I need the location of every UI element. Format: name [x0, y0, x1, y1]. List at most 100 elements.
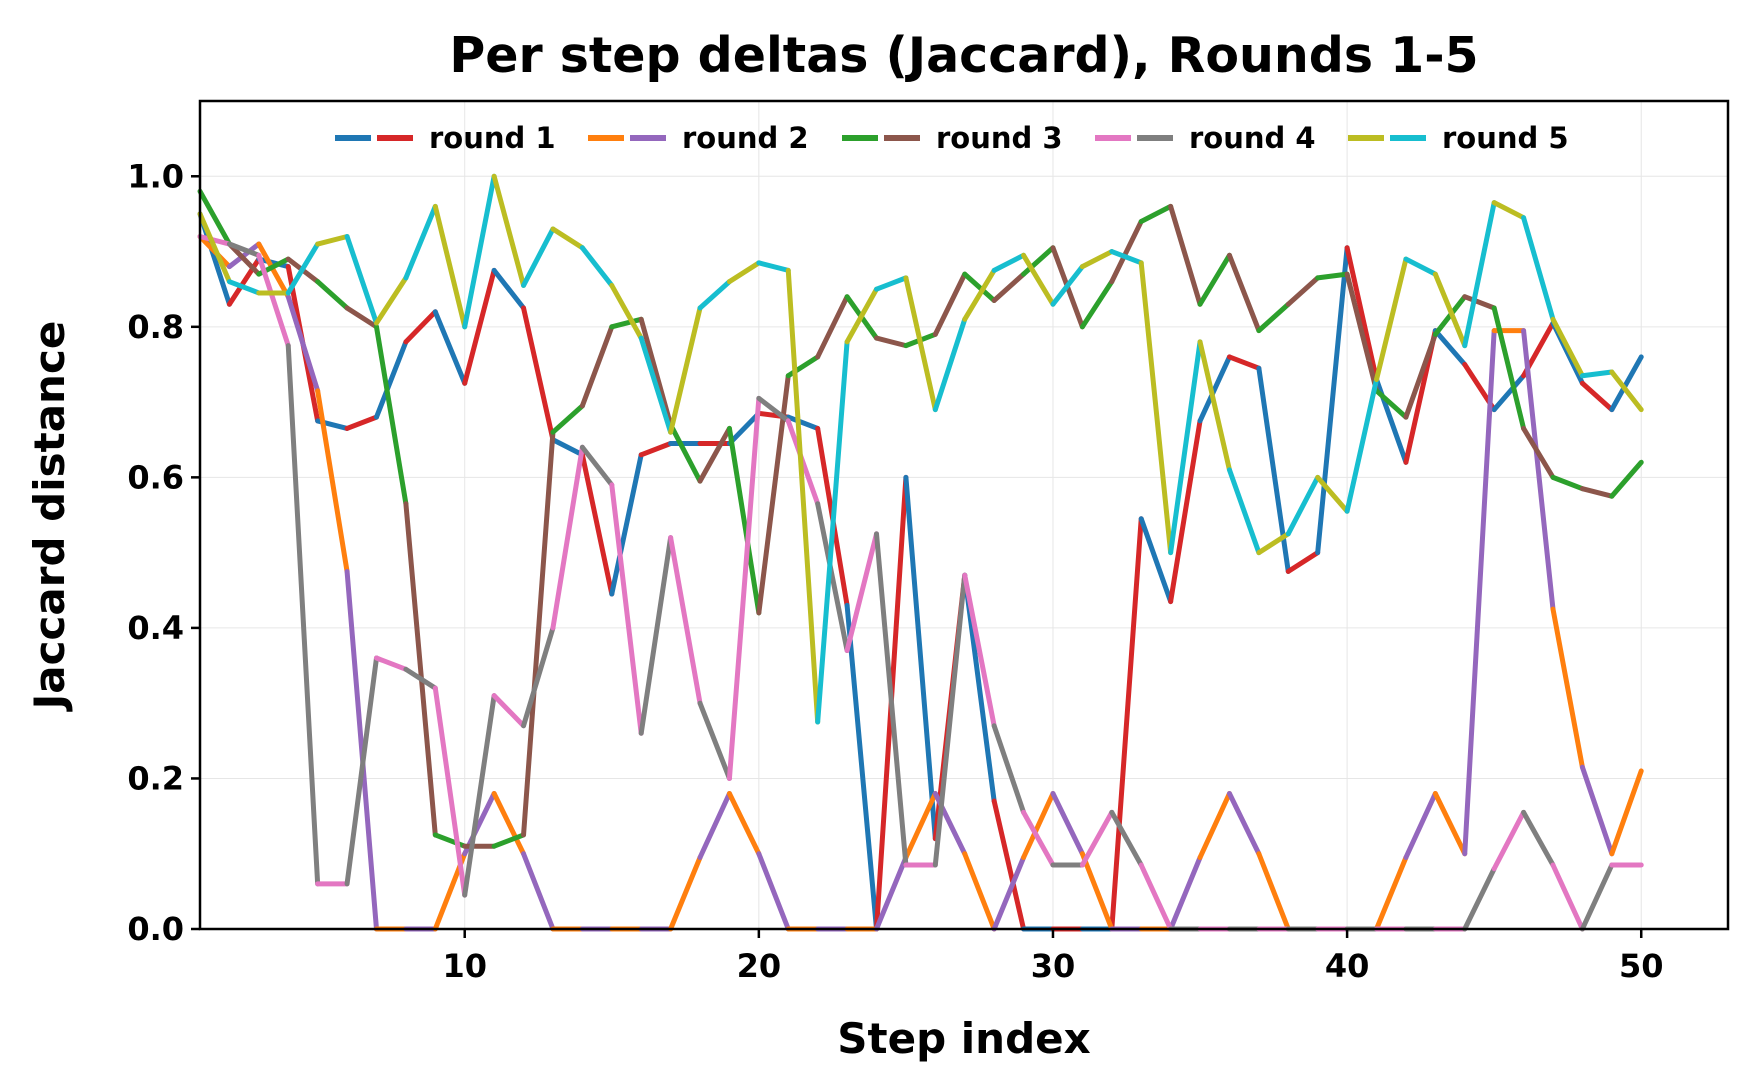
line-segment [1553, 319, 1582, 375]
legend-label: round 1 [429, 121, 556, 155]
line-segment [1553, 865, 1582, 929]
line-segment [1494, 812, 1523, 868]
line-segment [318, 236, 347, 244]
line-segment [553, 406, 582, 432]
line-segment [1082, 812, 1111, 865]
legend-item: round 1 [335, 121, 556, 155]
x-tick-label: 20 [737, 947, 782, 985]
line-segment [1112, 519, 1141, 929]
line-segment [347, 571, 376, 929]
line-segment [553, 229, 582, 248]
line-segment [700, 794, 729, 858]
line-segment [465, 696, 494, 895]
line-segment [435, 688, 464, 895]
line-segment [1288, 477, 1317, 533]
legend-item: round 5 [1348, 121, 1569, 155]
line-segment [994, 726, 1023, 813]
line-segment [671, 857, 700, 929]
y-tick-label: 0.0 [127, 910, 184, 948]
line-segment [494, 696, 523, 726]
y-tick-label: 0.6 [127, 458, 184, 496]
line-segment [1171, 206, 1200, 304]
line-segment [1465, 203, 1494, 346]
line-segment [935, 319, 964, 409]
line-segment [494, 176, 523, 285]
line-segment [876, 278, 905, 289]
line-segment [435, 835, 464, 846]
y-tick-label: 0.8 [127, 308, 184, 346]
line-segment [1377, 857, 1406, 929]
x-tick-label: 50 [1619, 947, 1664, 985]
line-segment [1288, 278, 1317, 304]
y-tick-label: 0.2 [127, 759, 184, 797]
y-axis-label: Jaccard distance [25, 321, 74, 713]
legend-label: round 2 [682, 121, 809, 155]
line-segment [288, 297, 317, 391]
line-segment [347, 417, 376, 428]
line-segment [582, 248, 611, 286]
line-segment [729, 263, 758, 282]
line-segment [1024, 794, 1053, 858]
line-segment [318, 282, 347, 308]
line-segment [906, 794, 935, 858]
line-segment [729, 794, 758, 854]
line-segment [524, 432, 553, 835]
line-segment [1612, 771, 1641, 854]
line-segment [759, 854, 788, 929]
line-segment [1141, 865, 1170, 929]
line-segment [1494, 308, 1523, 428]
line-segment [1612, 462, 1641, 496]
line-segment [1229, 255, 1258, 330]
line-segment [288, 244, 317, 293]
line-segment [1465, 869, 1494, 929]
legend-label: round 3 [936, 121, 1063, 155]
line-segment [671, 538, 700, 704]
line-segment [1582, 489, 1611, 497]
line-segment [1524, 812, 1553, 865]
line-segment [524, 308, 553, 440]
line-segment [700, 282, 729, 308]
line-segment [994, 274, 1023, 300]
line-segment [1582, 372, 1611, 376]
line-segment [553, 447, 582, 628]
line-segment [376, 278, 405, 323]
line-segment [1406, 794, 1435, 858]
line-segment [465, 176, 494, 327]
line-segment [318, 391, 347, 572]
line-segment [1200, 255, 1229, 304]
line-segment [1141, 263, 1170, 553]
line-segment [1347, 248, 1376, 380]
y-tick-label: 1.0 [127, 157, 184, 195]
x-tick-label: 30 [1031, 947, 1076, 985]
line-segment [1465, 297, 1494, 308]
line-segment [1229, 470, 1258, 553]
line-segment [1171, 857, 1200, 929]
line-segment [406, 206, 435, 278]
line-segment [1082, 854, 1111, 929]
line-segment [1229, 794, 1258, 854]
series-lines [200, 176, 1641, 929]
line-segment [1082, 252, 1111, 267]
line-segment [1553, 477, 1582, 488]
line-segment [965, 854, 994, 929]
legend: round 1 round 2 round 3 round 4 round 5 [335, 121, 1569, 155]
line-segment [641, 443, 670, 454]
line-segment [1582, 865, 1611, 929]
line-segment [1347, 274, 1376, 391]
line-segment [1053, 794, 1082, 854]
line-segment [700, 703, 729, 778]
line-segment [847, 605, 876, 929]
legend-label: round 4 [1189, 121, 1316, 155]
line-segment [1347, 380, 1376, 512]
line-segment [1377, 391, 1406, 417]
line-segment [641, 338, 670, 432]
line-segment [1524, 218, 1553, 320]
line-segment [288, 346, 317, 884]
line-segment [759, 263, 788, 271]
line-segment [1200, 794, 1229, 858]
legend-item: round 2 [588, 121, 809, 155]
line-segment [553, 440, 582, 455]
line-segment [582, 327, 611, 406]
line-segment [524, 229, 553, 285]
